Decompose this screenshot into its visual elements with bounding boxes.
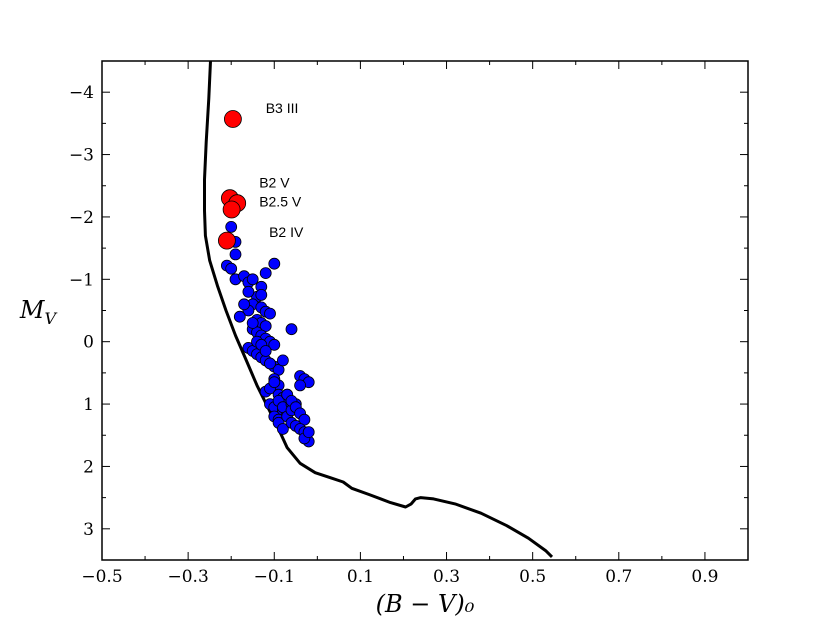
plot-frame	[101, 60, 749, 561]
blue-star-point	[264, 357, 276, 370]
blue-star-point	[238, 298, 251, 311]
x-tick-label: 0.7	[605, 567, 632, 587]
blue-star-point	[268, 257, 281, 270]
x-tick-label: 0.1	[347, 567, 374, 587]
isochrone-line	[203, 60, 554, 558]
y-tick-label: −3	[69, 146, 94, 166]
blue-star-point	[268, 338, 281, 351]
annotation-label: B3 III	[266, 100, 299, 116]
annotation-label: B2 V	[259, 175, 290, 191]
blue-star-point	[285, 323, 298, 336]
x-tick-label: 0.9	[691, 567, 718, 587]
blue-star-point	[225, 220, 238, 233]
blue-star-point	[225, 262, 238, 275]
red-star-point	[223, 110, 242, 128]
blue-star-point	[276, 423, 289, 435]
blue-star-point	[246, 273, 259, 286]
blue-star-point	[233, 310, 246, 323]
x-axis-title: (B − V)₀	[376, 590, 475, 618]
blue-points-layer	[220, 220, 315, 448]
x-tick-label: 0.5	[519, 567, 546, 587]
annotations-layer: B3 III B2 V B2.5 V B2 IV	[259, 100, 304, 240]
y-tick-label: 0	[83, 333, 94, 353]
blue-star-point	[294, 379, 307, 392]
red-star-point	[217, 231, 236, 250]
y-tick-label: −1	[69, 270, 94, 290]
red-points-layer	[217, 110, 247, 250]
blue-star-point	[246, 317, 259, 329]
y-tick-label: −4	[69, 83, 94, 103]
y-tick-label: 3	[83, 520, 94, 540]
blue-star-point	[264, 307, 276, 320]
blue-star-point	[229, 248, 242, 261]
blue-star-point	[255, 288, 268, 301]
x-tick-label: −0.5	[81, 567, 122, 587]
blue-star-point	[259, 345, 272, 357]
annotation-label: B2.5 V	[259, 193, 302, 209]
tick-labels: −0.5 −0.3 −0.1 0.1 0.3 0.5 0.7 0.9 −4 −3 −2 −1 0 1 2 3	[69, 83, 719, 587]
axis-ticks	[101, 60, 748, 561]
red-star-point	[222, 200, 241, 219]
blue-star-point	[242, 285, 255, 298]
y-axis-title: MV	[19, 296, 58, 328]
x-tick-label: −0.3	[167, 567, 208, 587]
blue-star-point	[268, 376, 281, 389]
y-tick-label: −2	[69, 208, 94, 228]
x-tick-label: −0.1	[254, 567, 295, 587]
blue-star-point	[259, 267, 272, 280]
y-tick-label: 1	[83, 395, 94, 415]
blue-star-point	[276, 354, 289, 367]
annotation-label: B2 IV	[269, 224, 304, 240]
isochrone-layer	[203, 60, 554, 558]
x-tick-label: 0.3	[433, 567, 460, 587]
y-tick-label: 2	[83, 457, 94, 477]
blue-star-point	[302, 426, 315, 439]
